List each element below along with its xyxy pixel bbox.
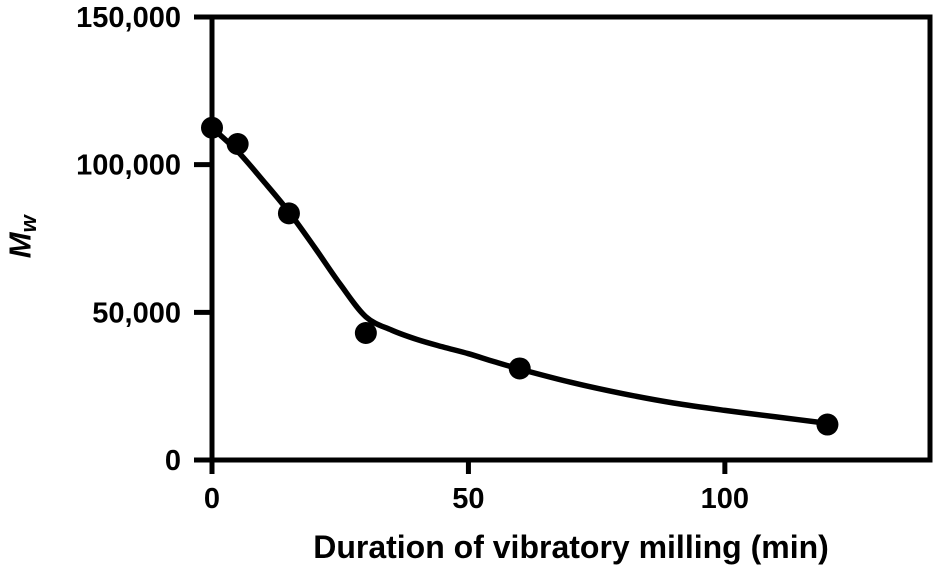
y-axis-tick-label: 0 xyxy=(165,445,181,477)
data-point xyxy=(201,116,223,139)
data-point xyxy=(277,202,300,225)
x-axis-tick-label: 100 xyxy=(701,483,749,515)
y-axis-tick-label: 50,000 xyxy=(92,297,181,329)
fit-curve xyxy=(209,125,836,427)
data-point xyxy=(354,322,377,345)
x-axis-tick-label: 0 xyxy=(204,483,220,515)
x-axis-title: Duration of vibratory milling (min) xyxy=(313,529,829,565)
y-axis-tick-label: 100,000 xyxy=(76,150,181,182)
x-axis-tick-label: 50 xyxy=(452,483,484,515)
y-axis-tick-label: 150,000 xyxy=(76,2,181,34)
data-point xyxy=(226,132,249,155)
data-point xyxy=(508,357,531,380)
plot-frame xyxy=(209,14,933,463)
data-point xyxy=(816,413,839,436)
